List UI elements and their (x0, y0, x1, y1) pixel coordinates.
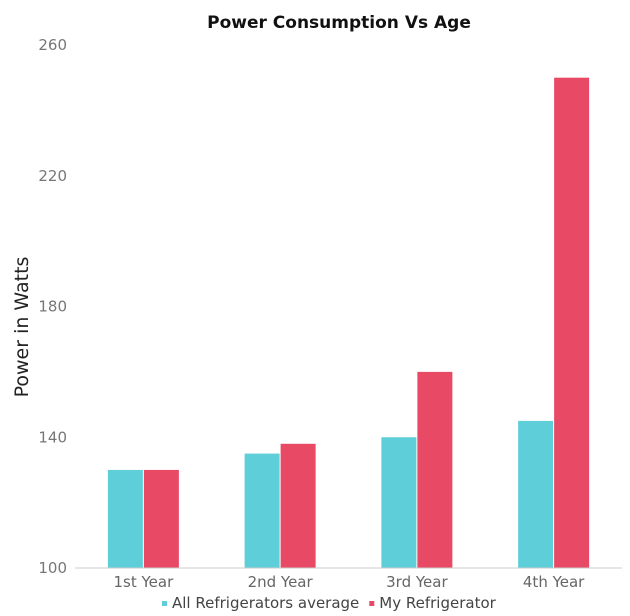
y-tick-label: 260 (38, 36, 67, 54)
bar-all-refrigerators-average-1 (107, 469, 143, 568)
x-axis-ticks: 1st Year 2nd Year 3rd Year 4th Year (113, 573, 585, 591)
legend-label: All Refrigerators average (172, 594, 359, 612)
y-tick-label: 100 (38, 559, 67, 577)
x-tick-label: 1st Year (113, 573, 174, 591)
y-axis-label: Power in Watts (11, 257, 33, 398)
bar-all-refrigerators-average-2 (244, 453, 280, 568)
chart-title: Power Consumption Vs Age (207, 13, 471, 33)
y-axis-ticks: 100 140 180 220 260 (38, 36, 67, 577)
legend: All Refrigerators average My Refrigerator (162, 594, 497, 612)
legend-label: My Refrigerator (379, 594, 496, 612)
bars (107, 77, 590, 568)
bar-all-refrigerators-average-3 (381, 437, 417, 568)
bar-all-refrigerators-average-4 (518, 420, 554, 568)
legend-swatch (162, 601, 167, 606)
legend-swatch (369, 601, 375, 606)
x-tick-label: 3rd Year (386, 573, 448, 591)
bar-my-refrigerator-1 (143, 469, 179, 568)
bar-my-refrigerator-2 (280, 443, 316, 568)
bar-my-refrigerator-3 (417, 371, 453, 568)
y-tick-label: 180 (38, 298, 67, 316)
bar-my-refrigerator-4 (554, 77, 590, 568)
y-tick-label: 220 (38, 167, 67, 185)
x-tick-label: 2nd Year (248, 573, 314, 591)
x-tick-label: 4th Year (523, 573, 585, 591)
y-tick-label: 140 (38, 428, 67, 446)
